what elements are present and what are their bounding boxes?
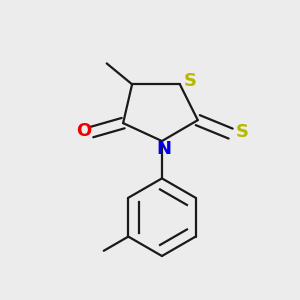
Text: O: O xyxy=(76,122,91,140)
Text: S: S xyxy=(236,123,248,141)
Text: N: N xyxy=(156,140,171,158)
Text: S: S xyxy=(184,72,197,90)
